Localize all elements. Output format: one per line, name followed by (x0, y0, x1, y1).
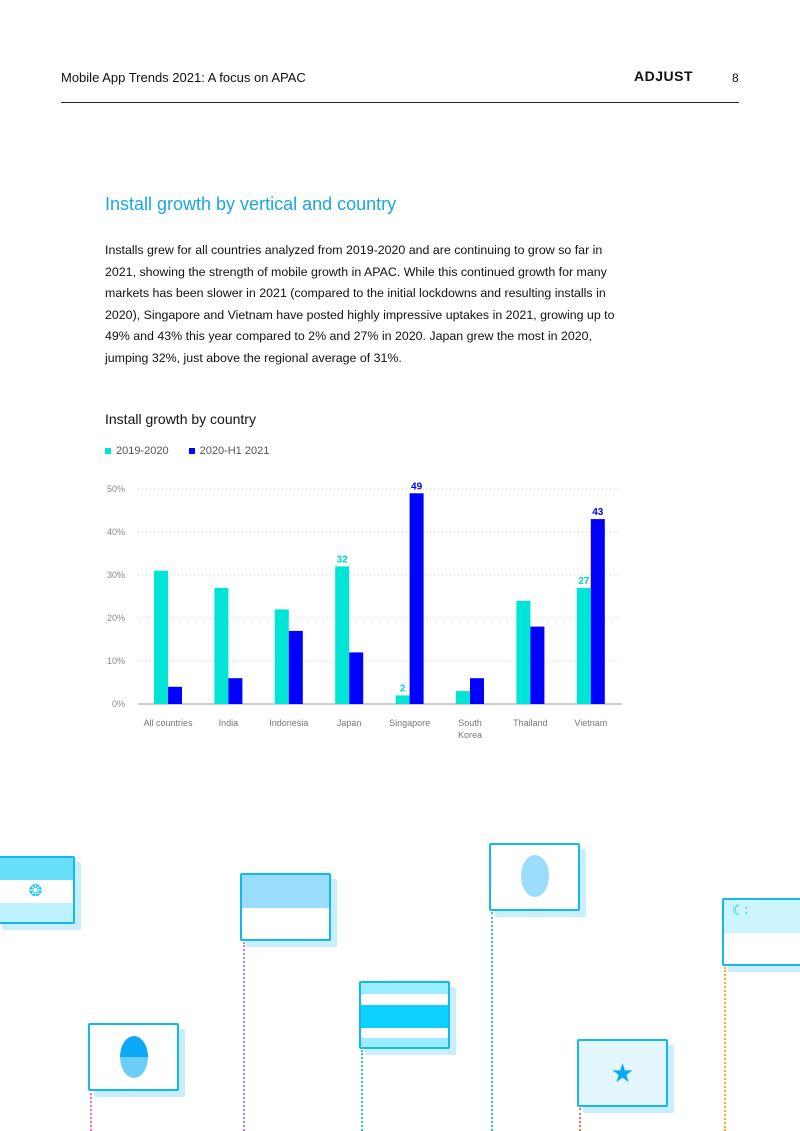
singapore-flag-icon: ☾∶ (722, 898, 800, 966)
dotted-line (361, 1050, 363, 1131)
dotted-line (243, 942, 245, 1131)
bar-south-korea-0 (456, 691, 470, 704)
chart-legend: 2019-2020 2020-H1 2021 (105, 445, 269, 457)
x-tick-label: Korea (458, 730, 482, 740)
data-label: 49 (411, 481, 423, 492)
y-tick-label: 40% (107, 527, 125, 537)
dotted-line (491, 912, 493, 1131)
body-paragraph: Installs grew for all countries analyzed… (105, 243, 615, 365)
x-tick-label: Vietnam (574, 718, 607, 728)
bar-indonesia-0 (274, 609, 289, 704)
legend-item-2019-2020: 2019-2020 (105, 445, 169, 457)
south-korea-flag-icon (88, 1023, 179, 1091)
document-title: Mobile App Trends 2021: A focus on APAC (61, 70, 306, 85)
data-label: 43 (592, 507, 604, 518)
data-label: 27 (578, 576, 590, 587)
x-tick-label: South (458, 718, 482, 728)
japan-flag-icon (489, 843, 580, 911)
bar-japan-1 (349, 652, 364, 704)
x-tick-label: India (219, 718, 239, 728)
page-number: 8 (732, 71, 739, 85)
vietnam-flag-icon: ★ (577, 1039, 668, 1107)
bar-vietnam-0 (576, 587, 591, 704)
bar-all-countries-0 (154, 570, 168, 704)
india-flag-icon: ❂ (0, 856, 75, 924)
bar-india-1 (228, 678, 243, 704)
x-tick-label: Thailand (513, 718, 548, 728)
bar-thailand-0 (516, 600, 531, 704)
section-heading: Install growth by vertical and country (105, 194, 397, 214)
bar-india-0 (214, 587, 229, 704)
x-tick-label: Indonesia (269, 718, 308, 728)
y-tick-label: 10% (107, 656, 125, 666)
legend-swatch (188, 448, 195, 455)
y-tick-label: 0% (112, 699, 125, 709)
x-tick-label: Singapore (389, 718, 430, 728)
y-tick-label: 20% (107, 613, 125, 623)
bar-thailand-1 (530, 626, 545, 704)
bar-all-countries-1 (168, 686, 182, 704)
data-label: 2 (400, 683, 406, 694)
bar-south-korea-1 (470, 678, 484, 704)
bar-singapore-1 (409, 493, 424, 704)
x-tick-label: Japan (337, 718, 362, 728)
legend-label: 2020-H1 2021 (199, 445, 270, 457)
data-label: 32 (337, 554, 349, 565)
bar-indonesia-1 (288, 630, 303, 704)
install-growth-chart: 0% 10% 20% 30% 40% 50% All countries India Indon… (107, 481, 622, 740)
dotted-line (579, 1108, 581, 1131)
y-tick-label: 30% (107, 570, 125, 580)
y-tick-label: 50% (107, 484, 125, 494)
header-divider (61, 102, 739, 103)
dotted-line (90, 1093, 92, 1131)
bar-singapore-0 (395, 695, 410, 704)
thailand-flag-icon (359, 981, 450, 1049)
bar-japan-0 (335, 566, 350, 704)
bar-vietnam-1 (590, 519, 605, 704)
dotted-line (724, 967, 726, 1131)
x-tick-label: All countries (143, 718, 193, 728)
adjust-logo: ADJUST (634, 68, 694, 84)
chart-title: Install growth by country (105, 411, 256, 427)
indonesia-flag-icon (240, 873, 331, 941)
legend-swatch (105, 448, 111, 455)
legend-item-2020-h1-2021: 2020-H1 2021 (188, 445, 270, 457)
legend-label: 2019-2020 (116, 445, 169, 457)
